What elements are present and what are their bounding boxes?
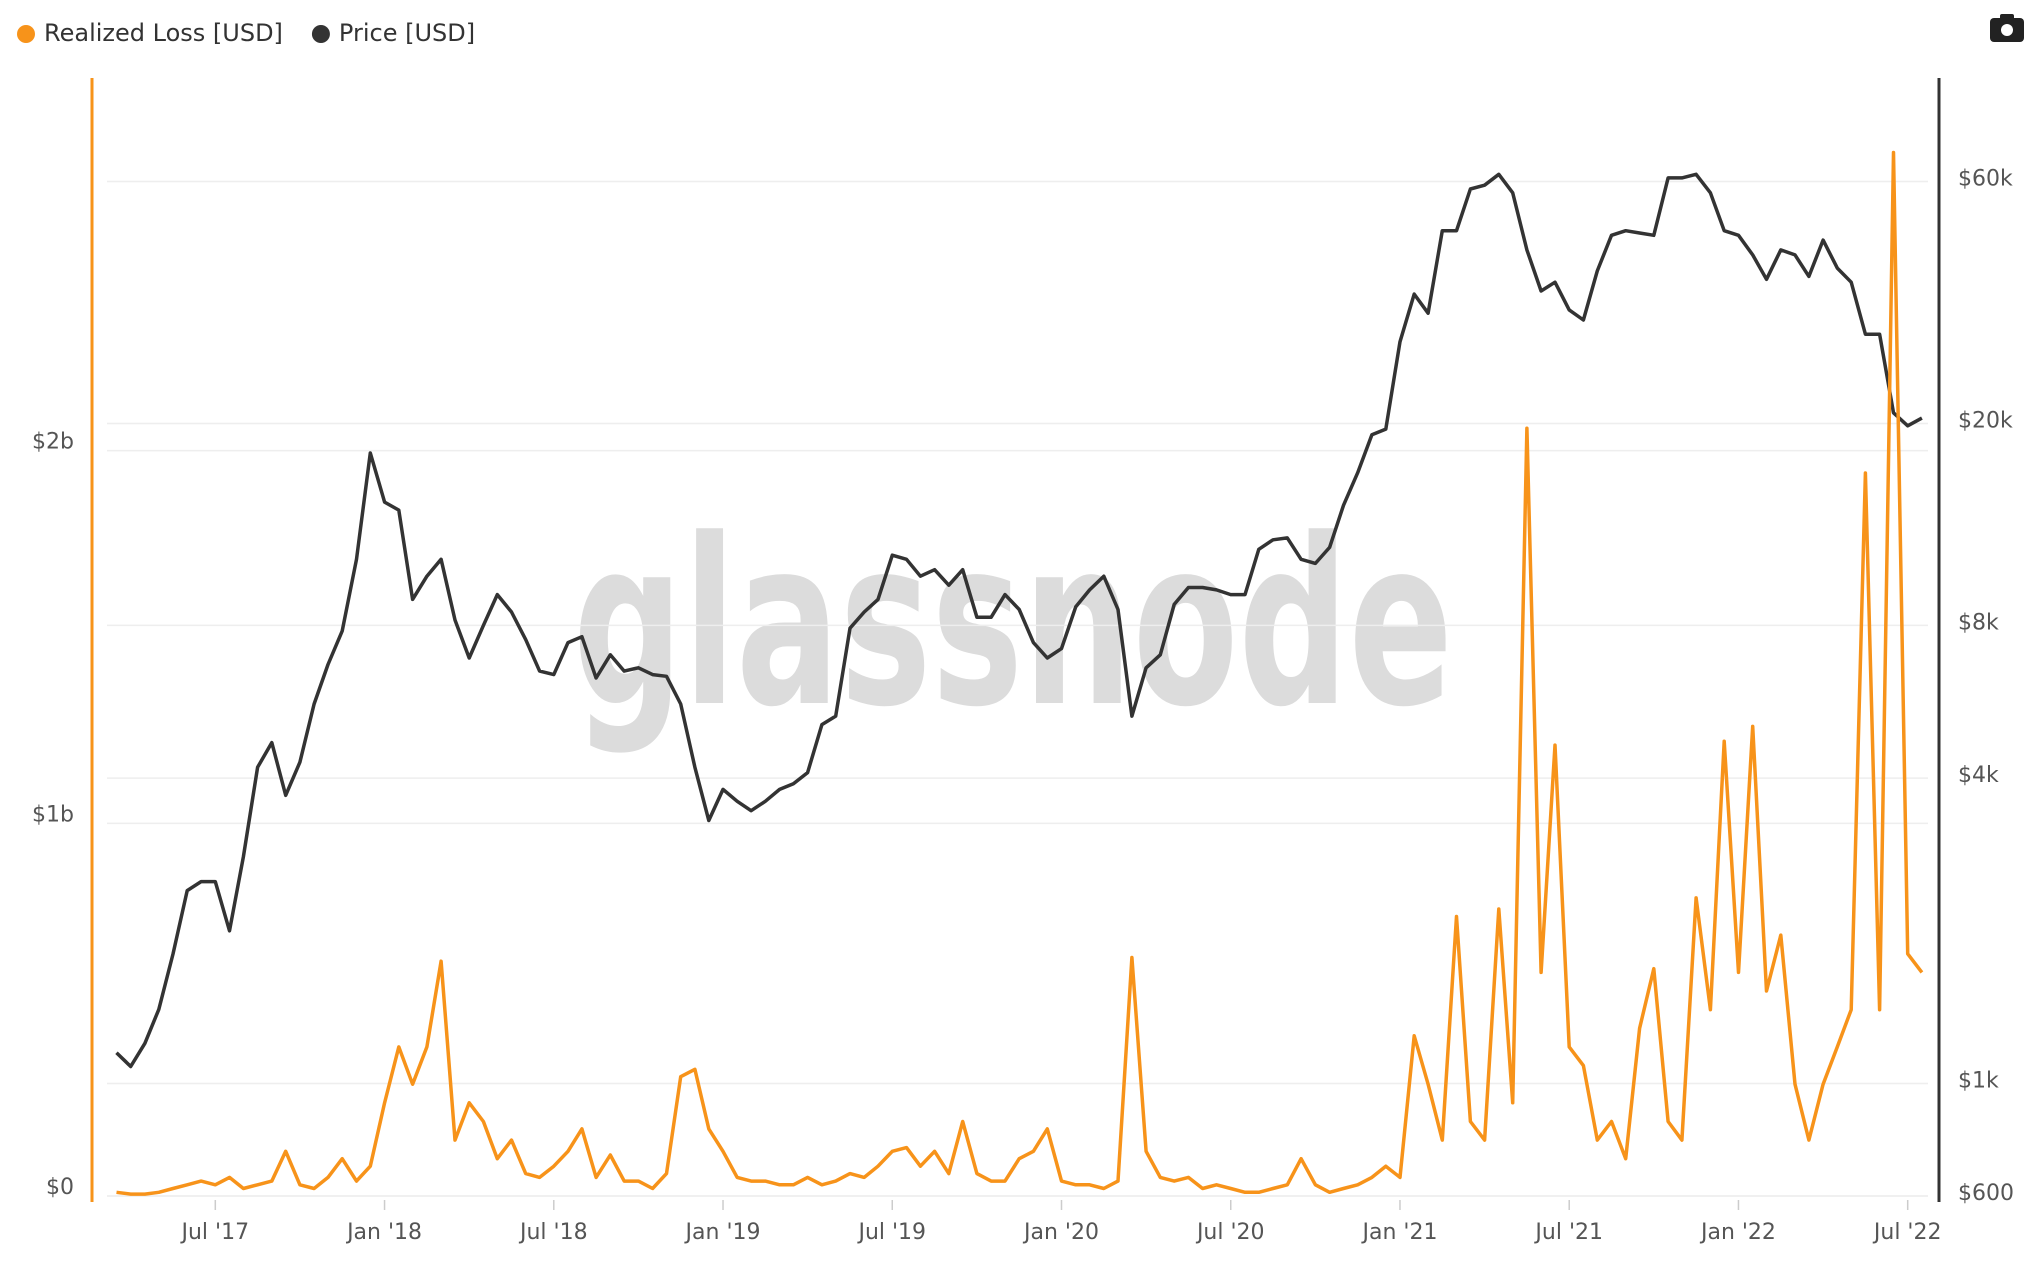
- x-tick-label: Jul '20: [1195, 1220, 1265, 1245]
- series-line: [115, 172, 1923, 1069]
- x-tick-label: Jan '18: [345, 1220, 422, 1245]
- y2-tick-label: $8k: [1958, 610, 1999, 635]
- camera-top[interactable]: [2000, 14, 2014, 20]
- y-tick-label: $0: [46, 1175, 74, 1200]
- x-tick-label: Jan '22: [1699, 1220, 1776, 1245]
- y2-tick-label: $60k: [1958, 167, 2013, 192]
- legend-marker: [311, 25, 330, 43]
- legend-label: Price [USD]: [339, 19, 475, 47]
- camera-lens[interactable]: [2001, 24, 2013, 36]
- x-tick-label: Jan '21: [1361, 1220, 1438, 1245]
- y-tick-label: $1b: [32, 802, 74, 827]
- x-tick-label: Jul '22: [1872, 1220, 1942, 1245]
- camera-icon[interactable]: [1990, 14, 2024, 42]
- series-line: [116, 150, 1924, 1196]
- x-tick-label: Jul '21: [1533, 1220, 1603, 1245]
- y2-tick-label: $4k: [1958, 763, 1999, 788]
- y-tick-label: $2b: [32, 430, 74, 455]
- x-tick-label: Jan '19: [684, 1220, 761, 1245]
- x-tick-label: Jul '18: [518, 1220, 588, 1245]
- legend-marker: [17, 25, 35, 43]
- x-tick-label: Jan '20: [1022, 1220, 1099, 1245]
- x-tick-label: Jul '17: [180, 1220, 250, 1245]
- y2-tick-label: $1k: [1958, 1068, 1999, 1093]
- legend-label: Realized Loss [USD]: [44, 19, 283, 47]
- x-tick-label: Jul '19: [856, 1220, 926, 1245]
- watermark: glassnode: [573, 491, 1453, 758]
- y2-tick-label: $600: [1958, 1181, 2014, 1206]
- y2-tick-label: $20k: [1958, 409, 2013, 434]
